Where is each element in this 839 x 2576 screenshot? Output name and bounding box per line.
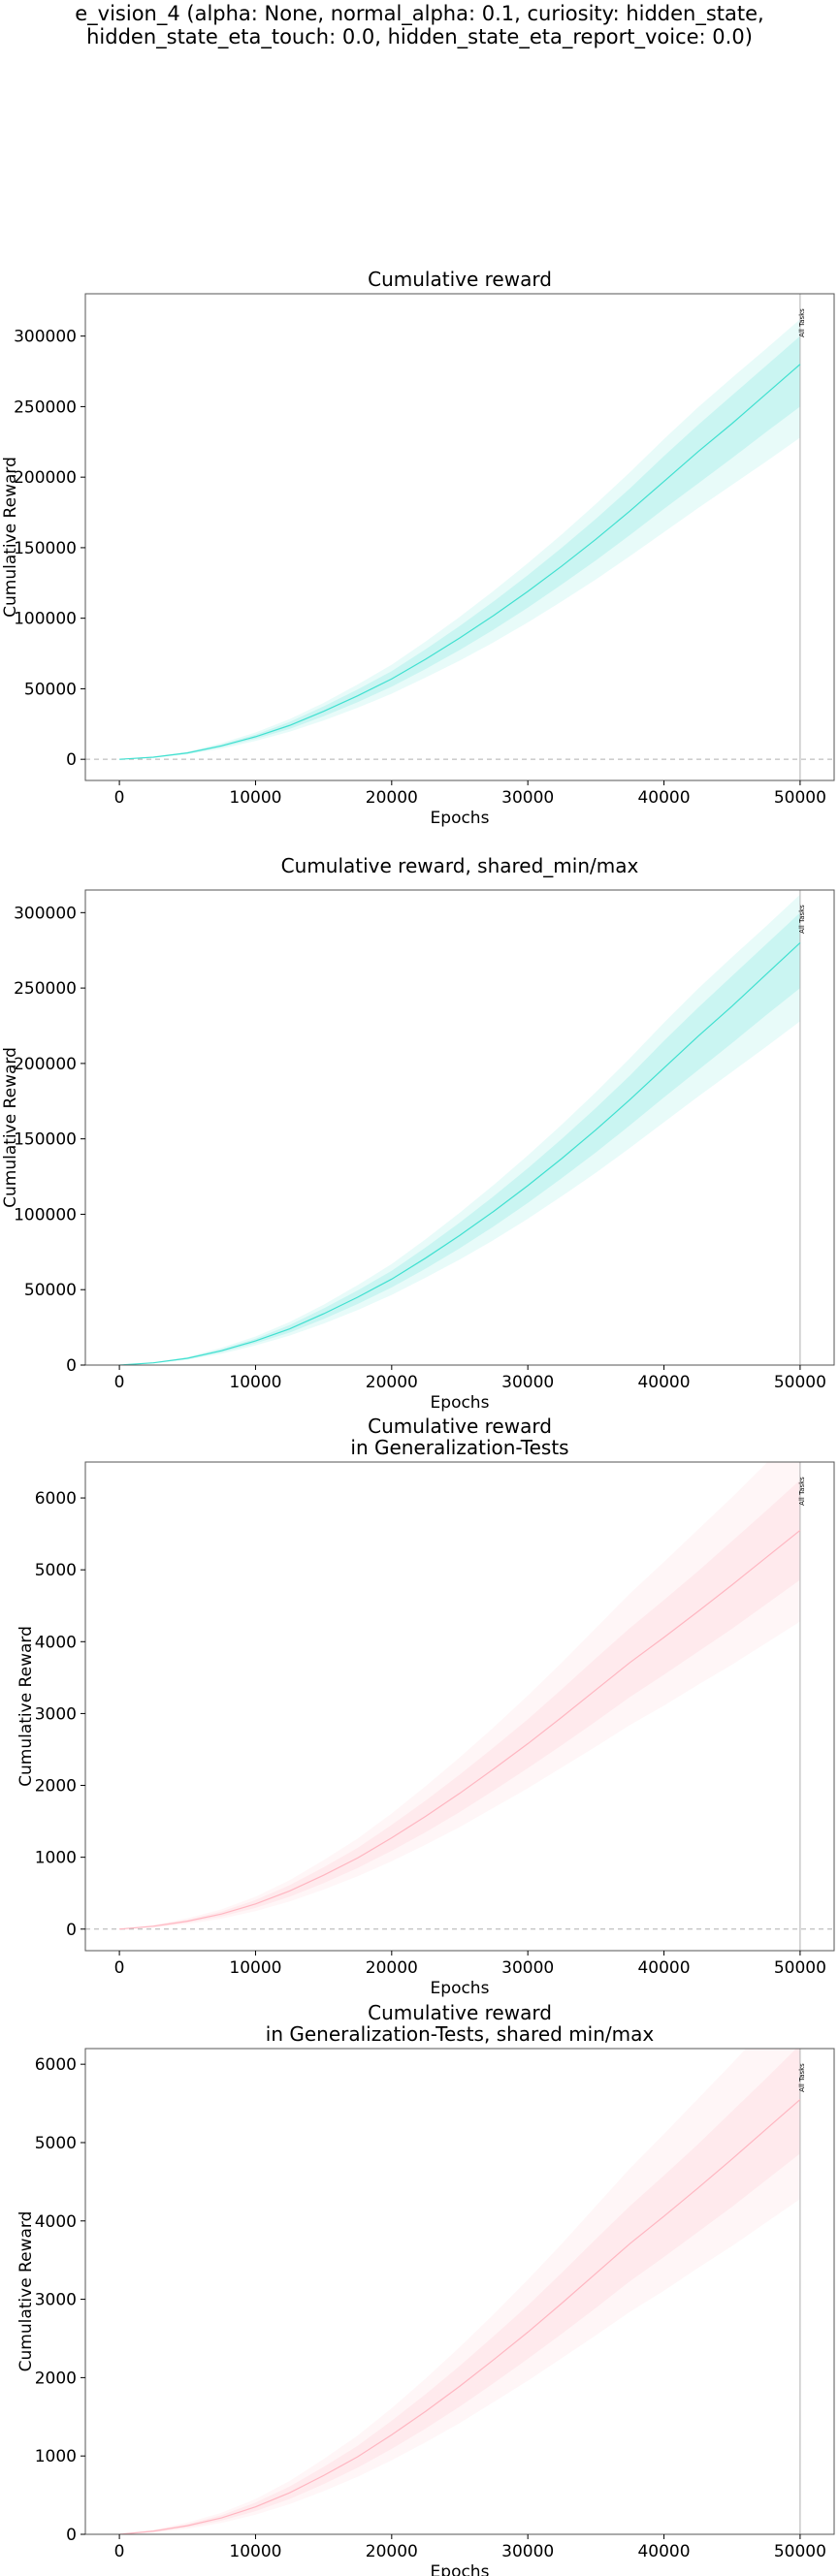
chart-title-line: in Generalization-Tests, shared min/max [266,2022,655,2046]
y-tick-label: 2000 [35,2369,77,2388]
y-tick-label: 300000 [14,904,77,923]
x-tick-label: 20000 [366,1373,418,1392]
axes-frame [84,2048,835,2535]
y-tick-label: 2000 [35,1777,77,1797]
y-tick-label: 50000 [24,680,77,699]
x-tick-label: 20000 [366,2542,418,2561]
axes-frame [84,889,835,1366]
task-boundary-label: All Tasks [798,1477,806,1506]
y-tick-label: 250000 [14,398,77,417]
x-axis-label: Epochs [431,1393,490,1413]
chart-title-line: Cumulative reward [368,268,552,291]
series-band-outer [119,1462,800,1929]
suptitle-line-2: hidden_state_eta_touch: 0.0, hidden_stat… [86,25,753,48]
x-tick-label: 50000 [774,1373,826,1392]
x-tick-label: 40000 [637,1373,690,1392]
x-tick-label: 10000 [229,1373,281,1392]
x-tick-label: 50000 [774,2542,826,2561]
y-axis-label: Cumulative Reward [16,1626,36,1787]
chart-2: All Tasks 0 10000 20000 30000 40000 50000 0 5000… [1,854,835,1413]
x-tick-label: 0 [114,788,125,808]
series-band-outer [119,894,800,1365]
plot-area [119,2049,801,2534]
series-mean-line [119,2099,801,2534]
y-tick-label: 5000 [35,2134,77,2153]
task-boundary-label: All Tasks [798,905,806,934]
x-tick-label: 30000 [501,788,554,808]
y-tick-label: 100000 [14,1205,77,1224]
series-mean-line [119,1529,801,1930]
chart-title-line: Cumulative reward [368,1415,552,1438]
y-tick-label: 5000 [35,1561,77,1580]
y-tick-label: 200000 [14,1055,77,1074]
y-tick-label: 6000 [35,2055,77,2075]
plot-area [85,1462,834,1951]
chart-title-line: in Generalization-Tests [350,1436,568,1459]
task-boundary-label: All Tasks [798,2063,806,2092]
y-tick-label: 300000 [14,328,77,347]
y-axis-label: Cumulative Reward [1,1047,20,1208]
x-tick-label: 20000 [366,1958,418,1978]
series-band-inner [119,912,800,1365]
chart-1: All Tasks 0 10000 20000 30000 40000 50000 0 5000… [1,268,835,828]
y-tick-label: 50000 [24,1281,77,1300]
y-tick-label: 0 [66,750,77,770]
series-mean-line [119,942,801,1365]
suptitle-line-1: e_vision_4 (alpha: None, normal_alpha: 0… [75,2,764,25]
y-tick-label: 200000 [14,468,77,488]
x-axis-label: Epochs [431,809,490,828]
plot-area [119,890,801,1365]
y-tick-label: 4000 [35,2212,77,2232]
x-tick-label: 0 [114,1373,125,1392]
x-tick-label: 30000 [501,1958,554,1978]
y-tick-label: 4000 [35,1633,77,1652]
y-tick-label: 3000 [35,1704,77,1724]
series-mean-line [119,364,801,760]
y-tick-label: 0 [66,1921,77,1940]
series-band-outer [119,2049,800,2534]
x-axis-label: Epochs [431,2562,490,2576]
y-tick-label: 100000 [14,610,77,629]
x-tick-label: 30000 [501,2542,554,2561]
y-axis-label: Cumulative Reward [16,2211,36,2372]
x-tick-label: 0 [114,1958,125,1978]
y-axis-label: Cumulative Reward [1,457,20,618]
axes-frame [84,293,835,781]
series-band-inner [119,335,800,760]
x-tick-label: 10000 [229,788,281,808]
y-tick-label: 0 [66,1356,77,1376]
y-tick-label: 150000 [14,539,77,558]
task-boundary-label: All Tasks [798,308,806,337]
x-tick-label: 30000 [501,1373,554,1392]
chart-3: All Tasks 0 10000 20000 30000 40000 50000 0 1000… [16,1415,835,1998]
y-tick-label: 1000 [35,2447,77,2466]
x-tick-label: 40000 [637,788,690,808]
series-band-outer [119,319,800,760]
x-tick-label: 40000 [637,2542,690,2561]
x-tick-label: 50000 [774,788,826,808]
chart-4: All Tasks 0 10000 20000 30000 40000 50000 0 1000… [16,2001,835,2576]
x-tick-label: 0 [114,2542,125,2561]
plot-area [85,294,834,780]
y-tick-label: 0 [66,2526,77,2545]
y-tick-label: 6000 [35,1489,77,1509]
chart-title-line: Cumulative reward, shared_min/max [281,854,639,877]
chart-title-line: Cumulative reward [368,2001,552,2024]
x-tick-label: 40000 [637,1958,690,1978]
axes-frame [84,1461,835,1952]
x-tick-label: 10000 [229,2542,281,2561]
x-tick-label: 50000 [774,1958,826,1978]
x-tick-label: 10000 [229,1958,281,1978]
figure-suptitle: e_vision_4 (alpha: None, normal_alpha: 0… [0,2,839,48]
x-tick-label: 20000 [366,788,418,808]
y-tick-label: 3000 [35,2291,77,2310]
x-axis-label: Epochs [431,1979,490,1998]
y-tick-label: 1000 [35,1849,77,1868]
y-tick-label: 250000 [14,979,77,999]
y-tick-label: 150000 [14,1130,77,1150]
